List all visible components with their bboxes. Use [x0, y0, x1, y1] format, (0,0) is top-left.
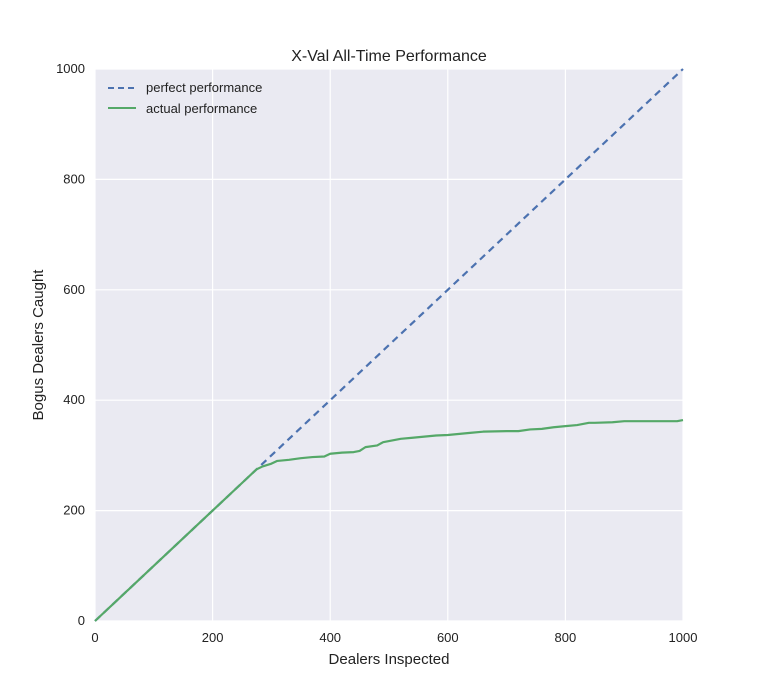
- legend-label-perfect: perfect performance: [146, 80, 262, 95]
- legend-label-actual: actual performance: [146, 101, 257, 116]
- x-tick-label: 1000: [669, 630, 698, 645]
- y-axis-label: Bogus Dealers Caught: [30, 269, 47, 421]
- chart-title: X-Val All-Time Performance: [291, 48, 487, 65]
- x-tick-label: 400: [319, 630, 341, 645]
- x-tick-label: 600: [437, 630, 459, 645]
- legend: perfect performance actual performance: [108, 80, 262, 116]
- series-line-actual: [94, 418, 684, 622]
- x-axis-label: Dealers Inspected: [329, 651, 450, 668]
- y-tick-label: 400: [63, 392, 85, 407]
- y-tick-label: 800: [63, 171, 85, 186]
- x-tick-label: 200: [202, 630, 224, 645]
- tick-labels: 0 200 400 600 800 1000 0 200 400 600 800 1000: [56, 61, 697, 645]
- y-tick-label: 0: [78, 613, 85, 628]
- y-tick-label: 200: [63, 503, 85, 518]
- x-tick-label: 800: [555, 630, 577, 645]
- series-group: [94, 68, 684, 622]
- y-tick-label: 1000: [56, 61, 85, 76]
- x-tick-label: 0: [91, 630, 98, 645]
- y-tick-label: 600: [63, 282, 85, 297]
- grid-lines: [94, 68, 684, 622]
